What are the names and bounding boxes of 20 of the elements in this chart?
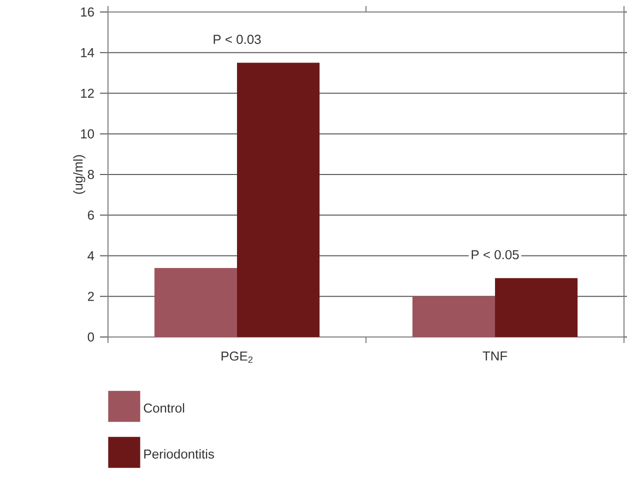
y-tick-label: 0 [88, 332, 94, 342]
y-tick-label: 8 [88, 170, 94, 180]
bar [237, 62, 320, 337]
y-tick-label: 6 [88, 210, 94, 220]
bar [412, 296, 496, 337]
y-tick-label: 4 [88, 251, 94, 260]
y-axis-title: (ug/ml) [73, 155, 86, 194]
y-tick-label: 14 [81, 48, 94, 58]
y-tick-label: 12 [81, 88, 94, 98]
bar [154, 268, 237, 337]
legend-label: Periodontitis [144, 449, 214, 459]
y-tick-label: 2 [88, 292, 94, 301]
legend-label: Control [144, 403, 184, 413]
y-tick-label: 16 [81, 7, 94, 17]
bar [495, 278, 578, 337]
x-tick-label: TNF [482, 352, 508, 360]
annotation: P < 0.05 [472, 250, 519, 260]
annotation: P < 0.03 [214, 34, 261, 44]
x-tick-label: PGE$_{2}$ [222, 352, 252, 363]
y-tick-label: 10 [81, 129, 94, 138]
